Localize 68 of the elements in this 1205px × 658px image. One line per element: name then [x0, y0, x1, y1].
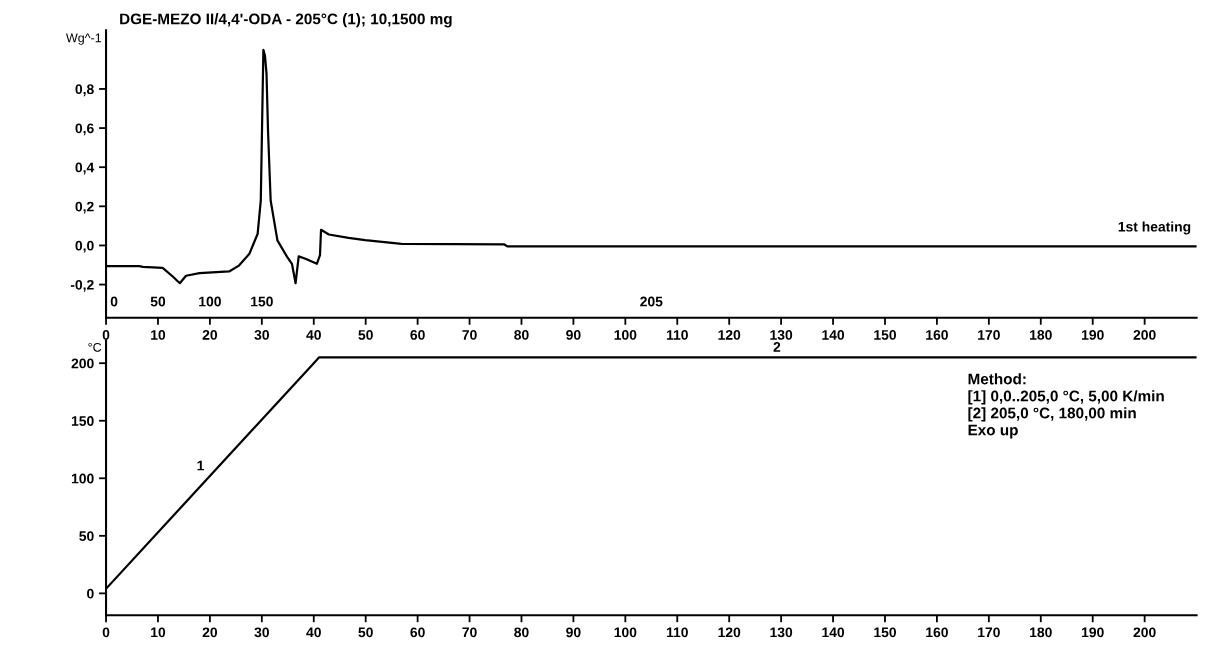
x-tick-label: 50	[358, 329, 373, 340]
annotation: Method:	[968, 373, 1026, 385]
annotation: 205	[640, 296, 663, 307]
y-tick-label: 0,4	[75, 162, 95, 175]
x-tick-label: 120	[718, 627, 741, 638]
x-tick-label: 200	[1133, 627, 1156, 638]
y-tick-label: 0	[87, 588, 94, 599]
x-tick-label: 180	[1030, 329, 1052, 340]
x-tick-label: 160	[926, 329, 948, 340]
x-tick-label: 80	[514, 627, 529, 638]
x-tick-label: 60	[410, 329, 425, 340]
x-tick-label: 120	[718, 329, 741, 340]
y-tick-label: 0,0	[75, 240, 94, 253]
x-tick-label: 140	[822, 627, 845, 638]
x-tick-label: 100	[614, 329, 637, 340]
x-tick-label: 150	[874, 627, 896, 638]
x-tick-label: 150	[874, 329, 896, 340]
annotation: 1st heating	[1118, 221, 1191, 235]
x-tick-label: 160	[926, 627, 948, 638]
x-tick-label: 20	[202, 627, 218, 638]
x-tick-label: 40	[306, 627, 321, 638]
x-tick-label: 130	[770, 627, 793, 638]
x-tick-label: 30	[254, 329, 269, 340]
y-tick-label: -0,2	[70, 279, 94, 292]
y-tick-label: 0,8	[75, 84, 94, 97]
y-axis-title: Wg^-1	[66, 33, 102, 45]
x-tick-label: 170	[978, 329, 1000, 340]
x-tick-label: 190	[1081, 627, 1104, 638]
x-tick-label: 140	[822, 329, 845, 340]
x-tick-label: 80	[514, 329, 529, 340]
x-tick-label: 100	[614, 627, 637, 638]
x-tick-label: 0	[102, 627, 110, 638]
x-tick-label: 20	[202, 329, 218, 340]
y-tick-label: 150	[71, 416, 94, 426]
y-tick-label: 200	[71, 358, 94, 369]
x-tick-label: 90	[566, 329, 581, 340]
x-tick-label: 130	[770, 329, 793, 340]
y-tick-label: 0,6	[75, 123, 94, 136]
annotation: 50	[150, 296, 166, 307]
x-tick-label: 110	[666, 627, 688, 638]
x-tick-label: 110	[666, 329, 688, 340]
x-tick-label: 60	[410, 627, 425, 638]
y-axis-title: °C	[88, 342, 102, 352]
x-tick-label: 0	[102, 329, 110, 340]
annotation: 100	[199, 296, 221, 307]
annotation: 1	[197, 460, 204, 471]
annotation: 0	[110, 296, 118, 307]
x-tick-label: 70	[462, 627, 477, 638]
annotation: [2] 205,0 °C, 180,00 min	[968, 407, 1136, 422]
x-tick-label: 170	[978, 627, 1000, 638]
y-tick-label: 100	[71, 473, 94, 484]
annotation: 2	[773, 342, 781, 352]
x-tick-label: 70	[462, 329, 477, 340]
chart-title: DGE-MEZO II/4,4'-ODA - 205°C (1); 10,1500 mg	[120, 13, 452, 28]
y-tick-label: 50	[79, 531, 94, 541]
x-tick-label: 30	[254, 627, 269, 638]
annotation: 150	[251, 296, 273, 307]
x-tick-label: 90	[566, 627, 581, 638]
x-tick-label: 50	[358, 627, 373, 638]
annotation: Exo up	[968, 424, 1018, 439]
x-tick-label: 190	[1081, 329, 1104, 340]
x-tick-label: 200	[1133, 329, 1156, 340]
x-tick-label: 180	[1030, 627, 1052, 638]
x-tick-label: 10	[151, 329, 166, 340]
annotation: [1] 0,0..205,0 °C, 5,00 K/min	[968, 390, 1164, 405]
x-tick-label: 10	[151, 627, 166, 638]
y-tick-label: 0,2	[75, 201, 94, 214]
x-tick-label: 40	[306, 329, 321, 340]
